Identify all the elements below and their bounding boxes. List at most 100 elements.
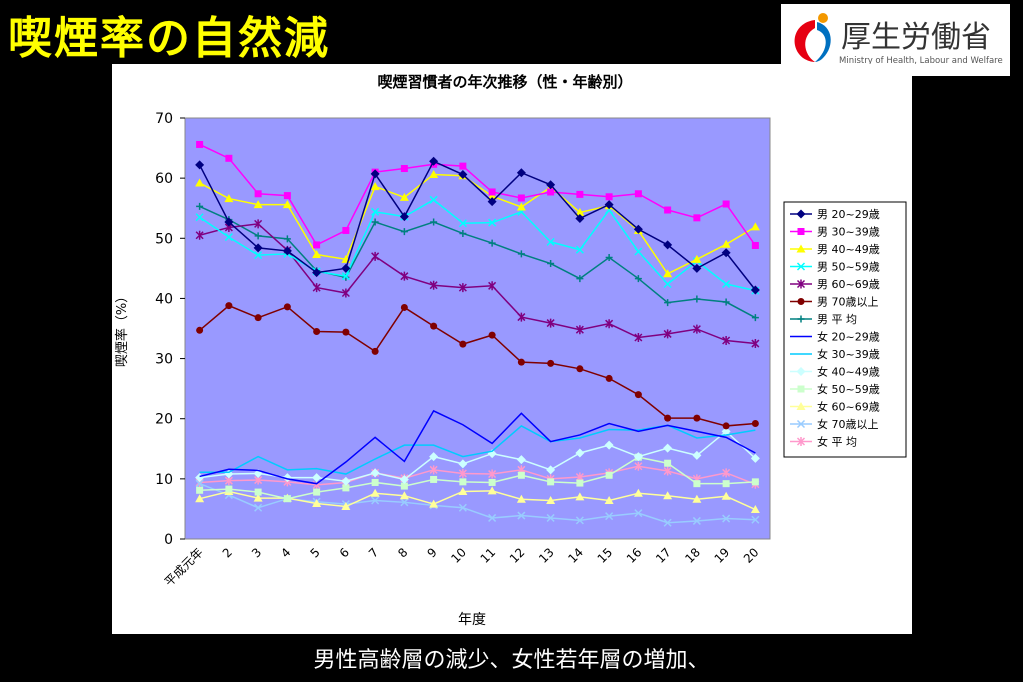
legend-label: 男 40~49歳 [817,243,880,256]
data-point [488,218,497,227]
data-point [341,288,350,298]
data-point [663,443,673,453]
data-point [750,222,760,231]
data-point [575,492,585,501]
data-point [516,202,526,211]
data-point [605,374,613,382]
series-line [199,456,756,500]
data-point [399,474,409,484]
y-tick-label: 70 [155,111,173,127]
chart-panel: 喫煙習慣者の年次推移（性・年齢別） 0 10 20 30 40 50 60 70 平成元年 2 3… [112,64,912,634]
data-point [663,279,672,289]
data-point [400,271,409,281]
data-point [605,471,613,479]
data-point [664,414,672,422]
data-point [693,295,701,303]
data-point [313,241,321,249]
data-point [517,358,525,366]
data-point [370,169,380,179]
data-point [224,194,234,203]
data-point [575,325,584,335]
slide-caption: 男性高齢層の減少、女性若年層の増加、 [313,648,710,673]
y-tick-label: 20 [155,412,173,428]
data-point [576,190,584,198]
y-tick-label: 40 [155,291,173,307]
x-axis: 平成元年 2 3 4 5 6 7 8 9 10 11 12 13 14 15 16 17 18 19 20 [162,545,762,589]
data-point [400,482,408,490]
x-tick-label: 17 [653,545,674,566]
x-tick-label: 3 [249,545,264,560]
series-line [199,143,756,246]
data-point [488,281,497,291]
data-point [663,518,672,527]
y-axis: 0 10 20 30 40 50 60 70 [155,111,185,548]
data-point [721,491,731,500]
series [196,302,759,430]
data-point [313,488,321,496]
slide-title: 喫煙率の自然減 [8,13,330,64]
legend-label: 女 50~59歳 [817,382,880,396]
data-point [604,440,614,450]
data-point [254,190,262,198]
data-point [663,269,673,278]
x-tick-label: 2 [220,545,235,560]
data-point [576,479,584,487]
data-point [751,314,759,322]
data-point [196,486,204,494]
data-point [751,515,760,524]
legend-marker [797,315,805,323]
series-line [199,304,756,427]
data-point [605,319,614,329]
legend-box [783,201,907,458]
legend-marker [796,402,806,410]
legend-label: 女 20~29歳 [817,330,880,344]
data-point [400,165,408,173]
legend-marker [796,262,806,271]
y-tick-label: 30 [155,352,173,368]
legend-label: 男 70歳以上 [817,296,879,309]
data-point [663,466,672,476]
series [195,156,760,295]
series-line [199,465,756,486]
data-point [721,248,731,258]
data-point [722,298,730,306]
data-point [429,452,439,462]
data-point [751,420,759,428]
data-point [283,235,291,243]
data-point [458,219,467,228]
data-point [341,272,350,281]
data-point [751,242,759,250]
data-point [546,237,555,246]
data-point [547,359,555,367]
x-tick-label: 15 [595,545,616,566]
data-point [224,233,233,242]
x-tick-label: 平成元年 [162,545,206,589]
data-point [693,480,701,488]
data-point [664,299,672,307]
data-point [488,469,497,479]
data-point [196,140,204,148]
data-point [750,453,760,463]
x-tick-label: 20 [741,545,762,566]
data-point [430,218,438,226]
data-point [722,200,730,208]
legend-label: 男 50~59歳 [817,261,880,274]
data-point [663,329,672,339]
data-point [459,162,467,170]
legend-marker [796,367,806,376]
x-tick-label: 7 [366,545,381,560]
data-point [399,212,409,222]
data-point [341,476,351,486]
data-point [546,496,556,505]
data-point [547,478,555,486]
x-tick-label: 8 [395,545,410,560]
y-tick-label: 0 [164,532,173,548]
data-point [371,347,379,355]
data-point [253,200,263,209]
series-line [199,173,756,275]
legend-marker [797,385,805,393]
data-point [254,503,263,512]
data-point [692,254,702,263]
data-point [722,480,730,488]
x-tick-label: 11 [478,545,499,566]
